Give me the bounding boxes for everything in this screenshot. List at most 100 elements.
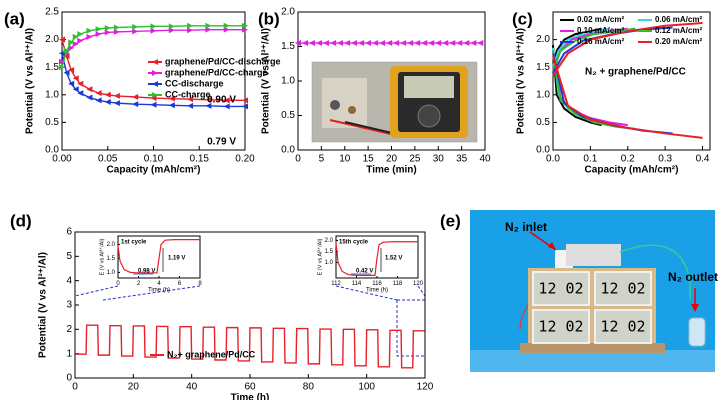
marker <box>168 95 175 102</box>
x-tick-label: 40 <box>479 154 491 165</box>
marker <box>407 40 414 47</box>
lcd <box>532 309 590 344</box>
marker <box>372 40 379 47</box>
y-tick-label: 0.5 <box>45 117 59 128</box>
x-tick-label: 120 <box>413 281 424 287</box>
marker <box>72 33 79 40</box>
legend-label: 0.12 mA/cm² <box>655 26 702 35</box>
marker <box>104 98 111 105</box>
series-line <box>117 239 200 274</box>
panel-label: (d) <box>10 211 32 230</box>
series-line <box>552 27 610 68</box>
marker <box>242 22 248 29</box>
x-tick-label: 2 <box>137 281 141 287</box>
marker <box>95 26 102 33</box>
marker <box>72 86 79 93</box>
marker <box>86 94 93 101</box>
legend-label: 0.02 mA/cm² <box>577 15 624 24</box>
annotation: 1.19 V <box>168 256 185 262</box>
marker <box>63 69 70 76</box>
legend-label: 0.20 mA/cm² <box>655 37 702 46</box>
x-tick-label: 0.20 <box>235 154 255 165</box>
plot-frame <box>74 231 426 379</box>
y-tick-label: 1.0 <box>325 260 334 266</box>
marker <box>59 50 65 57</box>
y-axis-label: Potential (V vs Al³⁺/Al) <box>25 28 36 134</box>
legend-label: CC-charge <box>165 89 211 99</box>
marker <box>187 27 194 34</box>
x-tick-label: 60 <box>244 382 256 393</box>
marker <box>77 80 84 87</box>
x-tick-label: 20 <box>128 382 140 393</box>
x-tick-label: 6 <box>178 281 182 287</box>
marker <box>63 53 70 60</box>
x-axis-label: Capacity (mAh/cm²) <box>107 165 201 176</box>
x-axis-label: Time (h) <box>148 288 170 294</box>
y-axis-label: Potential (V vs Al³⁺/Al) <box>516 28 527 134</box>
marker <box>302 40 309 47</box>
legend-label: 0.10 mA/cm² <box>577 26 624 35</box>
y-tick-label: 1.5 <box>325 249 334 255</box>
series-line <box>552 22 703 77</box>
marker <box>393 40 400 47</box>
marker <box>150 101 157 108</box>
legend-label: graphene/Pd/CC-discharge <box>165 56 281 66</box>
x-tick-label: 30 <box>433 154 445 165</box>
lcd <box>532 271 590 306</box>
y-tick-label: 6 <box>66 227 72 238</box>
x-tick-label: 0.3 <box>658 154 672 165</box>
marker <box>242 103 248 110</box>
x-tick-label: 0 <box>116 281 120 287</box>
series-line <box>75 324 425 369</box>
panel-label: (c) <box>512 9 533 28</box>
marker <box>72 41 79 48</box>
chart: 112 114 116 118 120 1.0 1.5 2.0 Time (h) E (V vs … <box>316 235 424 294</box>
x-tick-label: 120 <box>417 382 434 393</box>
y-tick-label: 1.5 <box>536 62 550 73</box>
marker <box>95 90 102 97</box>
y-axis-label: E (V vs Al³⁺/Al) <box>98 238 105 275</box>
marker <box>205 102 212 109</box>
panel-label: (a) <box>4 9 25 28</box>
marker <box>63 47 70 54</box>
x-tick-label: 0.2 <box>621 154 635 165</box>
inset-title: 15th cycle <box>339 240 369 246</box>
x-tick-label: 5 <box>319 154 325 165</box>
chart: 0 2 4 6 8 1.0 1.5 2.0 Time (h) E (V vs Al³⁺/Al) 1s… <box>98 235 202 294</box>
marker <box>421 40 428 47</box>
y-tick-label: 2.0 <box>107 242 116 248</box>
y-tick-label: 1.0 <box>107 270 116 276</box>
marker <box>330 40 337 47</box>
panel-label: (e) <box>440 211 461 230</box>
marker <box>309 40 316 47</box>
x-tick-label: 0.10 <box>144 154 164 165</box>
marker <box>386 40 393 47</box>
legend-label: graphene/Pd/CC-charge <box>165 67 268 77</box>
lcd-text: 12 02 <box>600 318 645 336</box>
lcd-text: 12 02 <box>538 318 583 336</box>
marker <box>104 91 111 98</box>
x-tick-label: 0 <box>295 154 301 165</box>
y-axis-label: Potential (V vs Al³⁺/Al) <box>38 252 49 358</box>
plot-frame <box>117 235 201 279</box>
marker <box>295 40 301 47</box>
series-line <box>552 53 673 135</box>
series-line <box>552 27 636 74</box>
x-tick-label: 8 <box>198 281 202 287</box>
marker <box>242 97 248 104</box>
x-tick-label: 0.00 <box>52 154 72 165</box>
marker <box>187 96 194 103</box>
plot-frame <box>335 235 419 279</box>
marker <box>223 26 230 33</box>
marker <box>77 31 84 38</box>
marker <box>470 40 477 47</box>
marker <box>59 36 65 43</box>
y-tick-label: 1.0 <box>281 76 295 87</box>
marker <box>95 97 102 104</box>
marker <box>132 28 139 35</box>
y-tick-label: 3 <box>66 300 72 311</box>
x-tick-label: 0.1 <box>583 154 597 165</box>
y-tick-label: 0.0 <box>45 145 59 156</box>
